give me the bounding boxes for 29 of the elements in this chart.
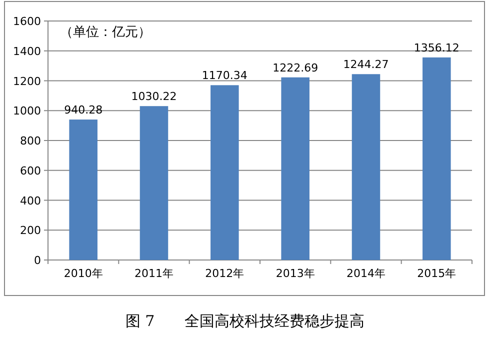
x-tick-label: 2012年 xyxy=(205,267,244,280)
data-label: 940.28 xyxy=(64,104,103,117)
x-tick-label: 2010年 xyxy=(64,267,103,280)
y-tick-label: 800 xyxy=(20,134,41,148)
bar xyxy=(422,57,451,260)
data-label: 1030.22 xyxy=(131,90,177,104)
data-label: 1222.69 xyxy=(272,61,318,74)
y-tick-label: 1600 xyxy=(13,15,41,28)
y-tick-label: 200 xyxy=(20,224,41,238)
bar xyxy=(281,77,310,260)
y-tick-label: 0 xyxy=(34,254,41,267)
data-label: 1244.27 xyxy=(343,58,389,72)
x-tick-label: 2013年 xyxy=(276,267,315,280)
bar xyxy=(69,120,98,260)
data-label: 1170.34 xyxy=(202,69,248,82)
annotation: （单位：亿元） xyxy=(60,25,151,40)
bar xyxy=(140,106,168,260)
y-tick-label: 1000 xyxy=(13,104,41,118)
y-tick-label: 600 xyxy=(20,164,41,178)
y-tick-label: 1400 xyxy=(13,44,41,58)
bar xyxy=(352,74,380,260)
x-tick-label: 2015年 xyxy=(417,267,456,280)
text: 图 7 全国高校科技经费稳步提高 xyxy=(125,312,365,330)
x-tick-label: 2014年 xyxy=(346,267,386,280)
bar xyxy=(210,85,239,260)
y-tick-label: 400 xyxy=(20,194,41,208)
y-tick-label: 1200 xyxy=(13,74,41,88)
data-label: 1356.12 xyxy=(414,41,460,54)
x-tick-label: 2011年 xyxy=(134,267,174,280)
